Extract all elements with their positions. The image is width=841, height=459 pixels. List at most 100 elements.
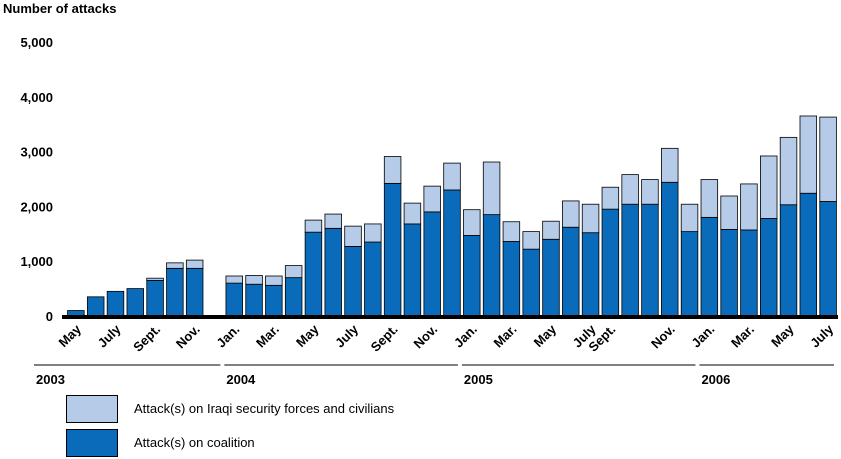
y-tick-label: 0 bbox=[46, 309, 53, 324]
bar-coalition bbox=[166, 267, 184, 317]
y-tick-label: 3,000 bbox=[20, 145, 53, 160]
x-tick-label: May bbox=[293, 321, 322, 350]
legend-label-coalition: Attack(s) on coalition bbox=[134, 435, 255, 450]
bar-coalition bbox=[284, 277, 303, 317]
bar-coalition bbox=[680, 231, 699, 317]
year-label: 2006 bbox=[701, 372, 730, 387]
bar-coalition bbox=[760, 218, 778, 317]
x-tick-label: Mar. bbox=[253, 322, 282, 351]
legend-item-iraqi: Attack(s) on Iraqi security forces and c… bbox=[66, 395, 486, 425]
bar-coalition bbox=[562, 226, 580, 317]
bar-coalition bbox=[146, 279, 164, 317]
bar-coalition bbox=[344, 245, 362, 317]
bar-iraqi bbox=[502, 221, 521, 242]
year-label: 2005 bbox=[464, 372, 493, 387]
bar-coalition bbox=[601, 208, 620, 317]
bar-iraqi bbox=[443, 162, 461, 191]
bar-coalition bbox=[86, 296, 105, 317]
bar-iraqi bbox=[364, 223, 382, 243]
bar-coalition bbox=[482, 214, 501, 317]
bar-coalition bbox=[581, 232, 600, 317]
bar-coalition bbox=[740, 229, 758, 317]
bar-coalition bbox=[641, 203, 659, 317]
x-tick-label: Jan. bbox=[688, 322, 717, 351]
bar-coalition bbox=[106, 290, 125, 317]
bar-iraqi bbox=[760, 155, 778, 219]
bar-iraqi bbox=[562, 200, 580, 228]
bar-iraqi bbox=[344, 225, 362, 247]
bar-coalition bbox=[324, 227, 342, 317]
y-tick-label: 2,000 bbox=[20, 199, 53, 214]
x-tick-label: Nov. bbox=[648, 322, 678, 352]
bar-coalition bbox=[720, 229, 738, 317]
x-tick-label: May bbox=[768, 321, 797, 350]
bar-iraqi bbox=[463, 209, 481, 236]
x-tick-label: Nov. bbox=[173, 322, 203, 352]
bar-coalition bbox=[799, 192, 818, 317]
bar-iraqi bbox=[601, 186, 620, 210]
bar-iraqi bbox=[265, 275, 283, 286]
x-tick-label: July bbox=[95, 321, 125, 351]
bar-iraqi bbox=[403, 202, 422, 225]
x-tick-label: July bbox=[807, 321, 837, 351]
y-tick-label: 5,000 bbox=[20, 35, 53, 50]
bar-coalition bbox=[502, 241, 521, 317]
year-label: 2003 bbox=[36, 372, 65, 387]
bar-iraqi bbox=[284, 265, 303, 279]
bar-iraqi bbox=[641, 179, 659, 205]
y-axis-label: Number of attacks bbox=[3, 1, 117, 16]
x-tick-label: Mar. bbox=[728, 322, 757, 351]
bar-coalition bbox=[661, 181, 679, 317]
bar-iraqi bbox=[245, 275, 263, 285]
bar-iraqi bbox=[482, 161, 501, 216]
bar-coalition bbox=[126, 288, 145, 317]
bar-iraqi bbox=[423, 185, 441, 213]
bar-coalition bbox=[265, 284, 283, 317]
bar-coalition bbox=[463, 235, 481, 317]
bar-iraqi bbox=[621, 174, 639, 205]
legend-item-coalition: Attack(s) on coalition bbox=[66, 429, 486, 459]
x-tick-label: May bbox=[56, 321, 85, 350]
bar-coalition bbox=[700, 216, 719, 317]
x-tick-label: May bbox=[531, 321, 560, 350]
legend-swatch-coalition bbox=[66, 429, 118, 457]
bar-coalition bbox=[185, 267, 204, 317]
bar-iraqi bbox=[700, 179, 719, 218]
bar-iraqi bbox=[304, 219, 323, 233]
bar-iraqi bbox=[522, 231, 540, 250]
year-label: 2004 bbox=[226, 372, 256, 387]
bar-coalition bbox=[304, 231, 323, 317]
bar-coalition bbox=[423, 211, 441, 317]
bar-coalition bbox=[522, 248, 540, 317]
bar-coalition bbox=[621, 203, 639, 317]
x-tick-label: Sept. bbox=[368, 322, 401, 355]
y-tick-label: 4,000 bbox=[20, 90, 53, 105]
x-tick-label: Mar. bbox=[490, 322, 519, 351]
bar-coalition bbox=[443, 189, 461, 317]
bar-iraqi bbox=[680, 203, 699, 233]
bar-coalition bbox=[364, 241, 382, 317]
x-tick-label: Jan. bbox=[213, 322, 242, 351]
legend-label-iraqi: Attack(s) on Iraqi security forces and c… bbox=[134, 401, 395, 416]
bar-iraqi bbox=[146, 277, 164, 281]
bar-coalition bbox=[225, 282, 243, 317]
bar-iraqi bbox=[185, 259, 204, 269]
y-tick-label: 1,000 bbox=[20, 254, 53, 269]
bar-iraqi bbox=[661, 147, 679, 183]
bar-iraqi bbox=[779, 136, 798, 206]
x-tick-label: Nov. bbox=[410, 322, 440, 352]
bar-iraqi bbox=[799, 115, 818, 194]
bar-iraqi bbox=[720, 195, 738, 230]
bar-coalition bbox=[383, 182, 402, 317]
bar-iraqi bbox=[225, 275, 243, 284]
x-tick-label: July bbox=[332, 321, 362, 351]
bar-coalition bbox=[403, 223, 422, 317]
x-tick-label: Jan. bbox=[451, 322, 480, 351]
bar-iraqi bbox=[819, 116, 837, 202]
bar-coalition bbox=[245, 283, 263, 317]
legend-swatch-iraqi bbox=[66, 395, 118, 423]
bar-coalition bbox=[542, 238, 560, 317]
bar-iraqi bbox=[324, 213, 342, 229]
bar-iraqi bbox=[542, 220, 560, 240]
